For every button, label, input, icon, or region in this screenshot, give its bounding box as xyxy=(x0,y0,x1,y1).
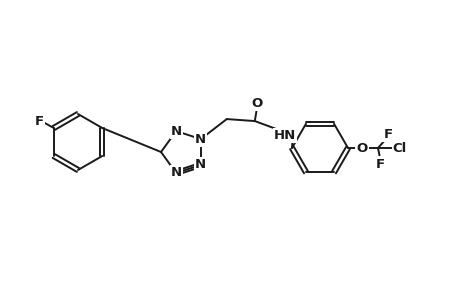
Text: O: O xyxy=(356,142,367,154)
Text: N: N xyxy=(170,167,181,179)
Text: F: F xyxy=(375,158,384,170)
Text: O: O xyxy=(251,97,262,110)
Text: Cl: Cl xyxy=(392,142,406,154)
Text: HN: HN xyxy=(273,129,295,142)
Text: N: N xyxy=(195,133,206,146)
Text: N: N xyxy=(170,124,181,138)
Text: F: F xyxy=(35,115,44,128)
Text: F: F xyxy=(383,128,392,140)
Text: N: N xyxy=(195,158,206,171)
